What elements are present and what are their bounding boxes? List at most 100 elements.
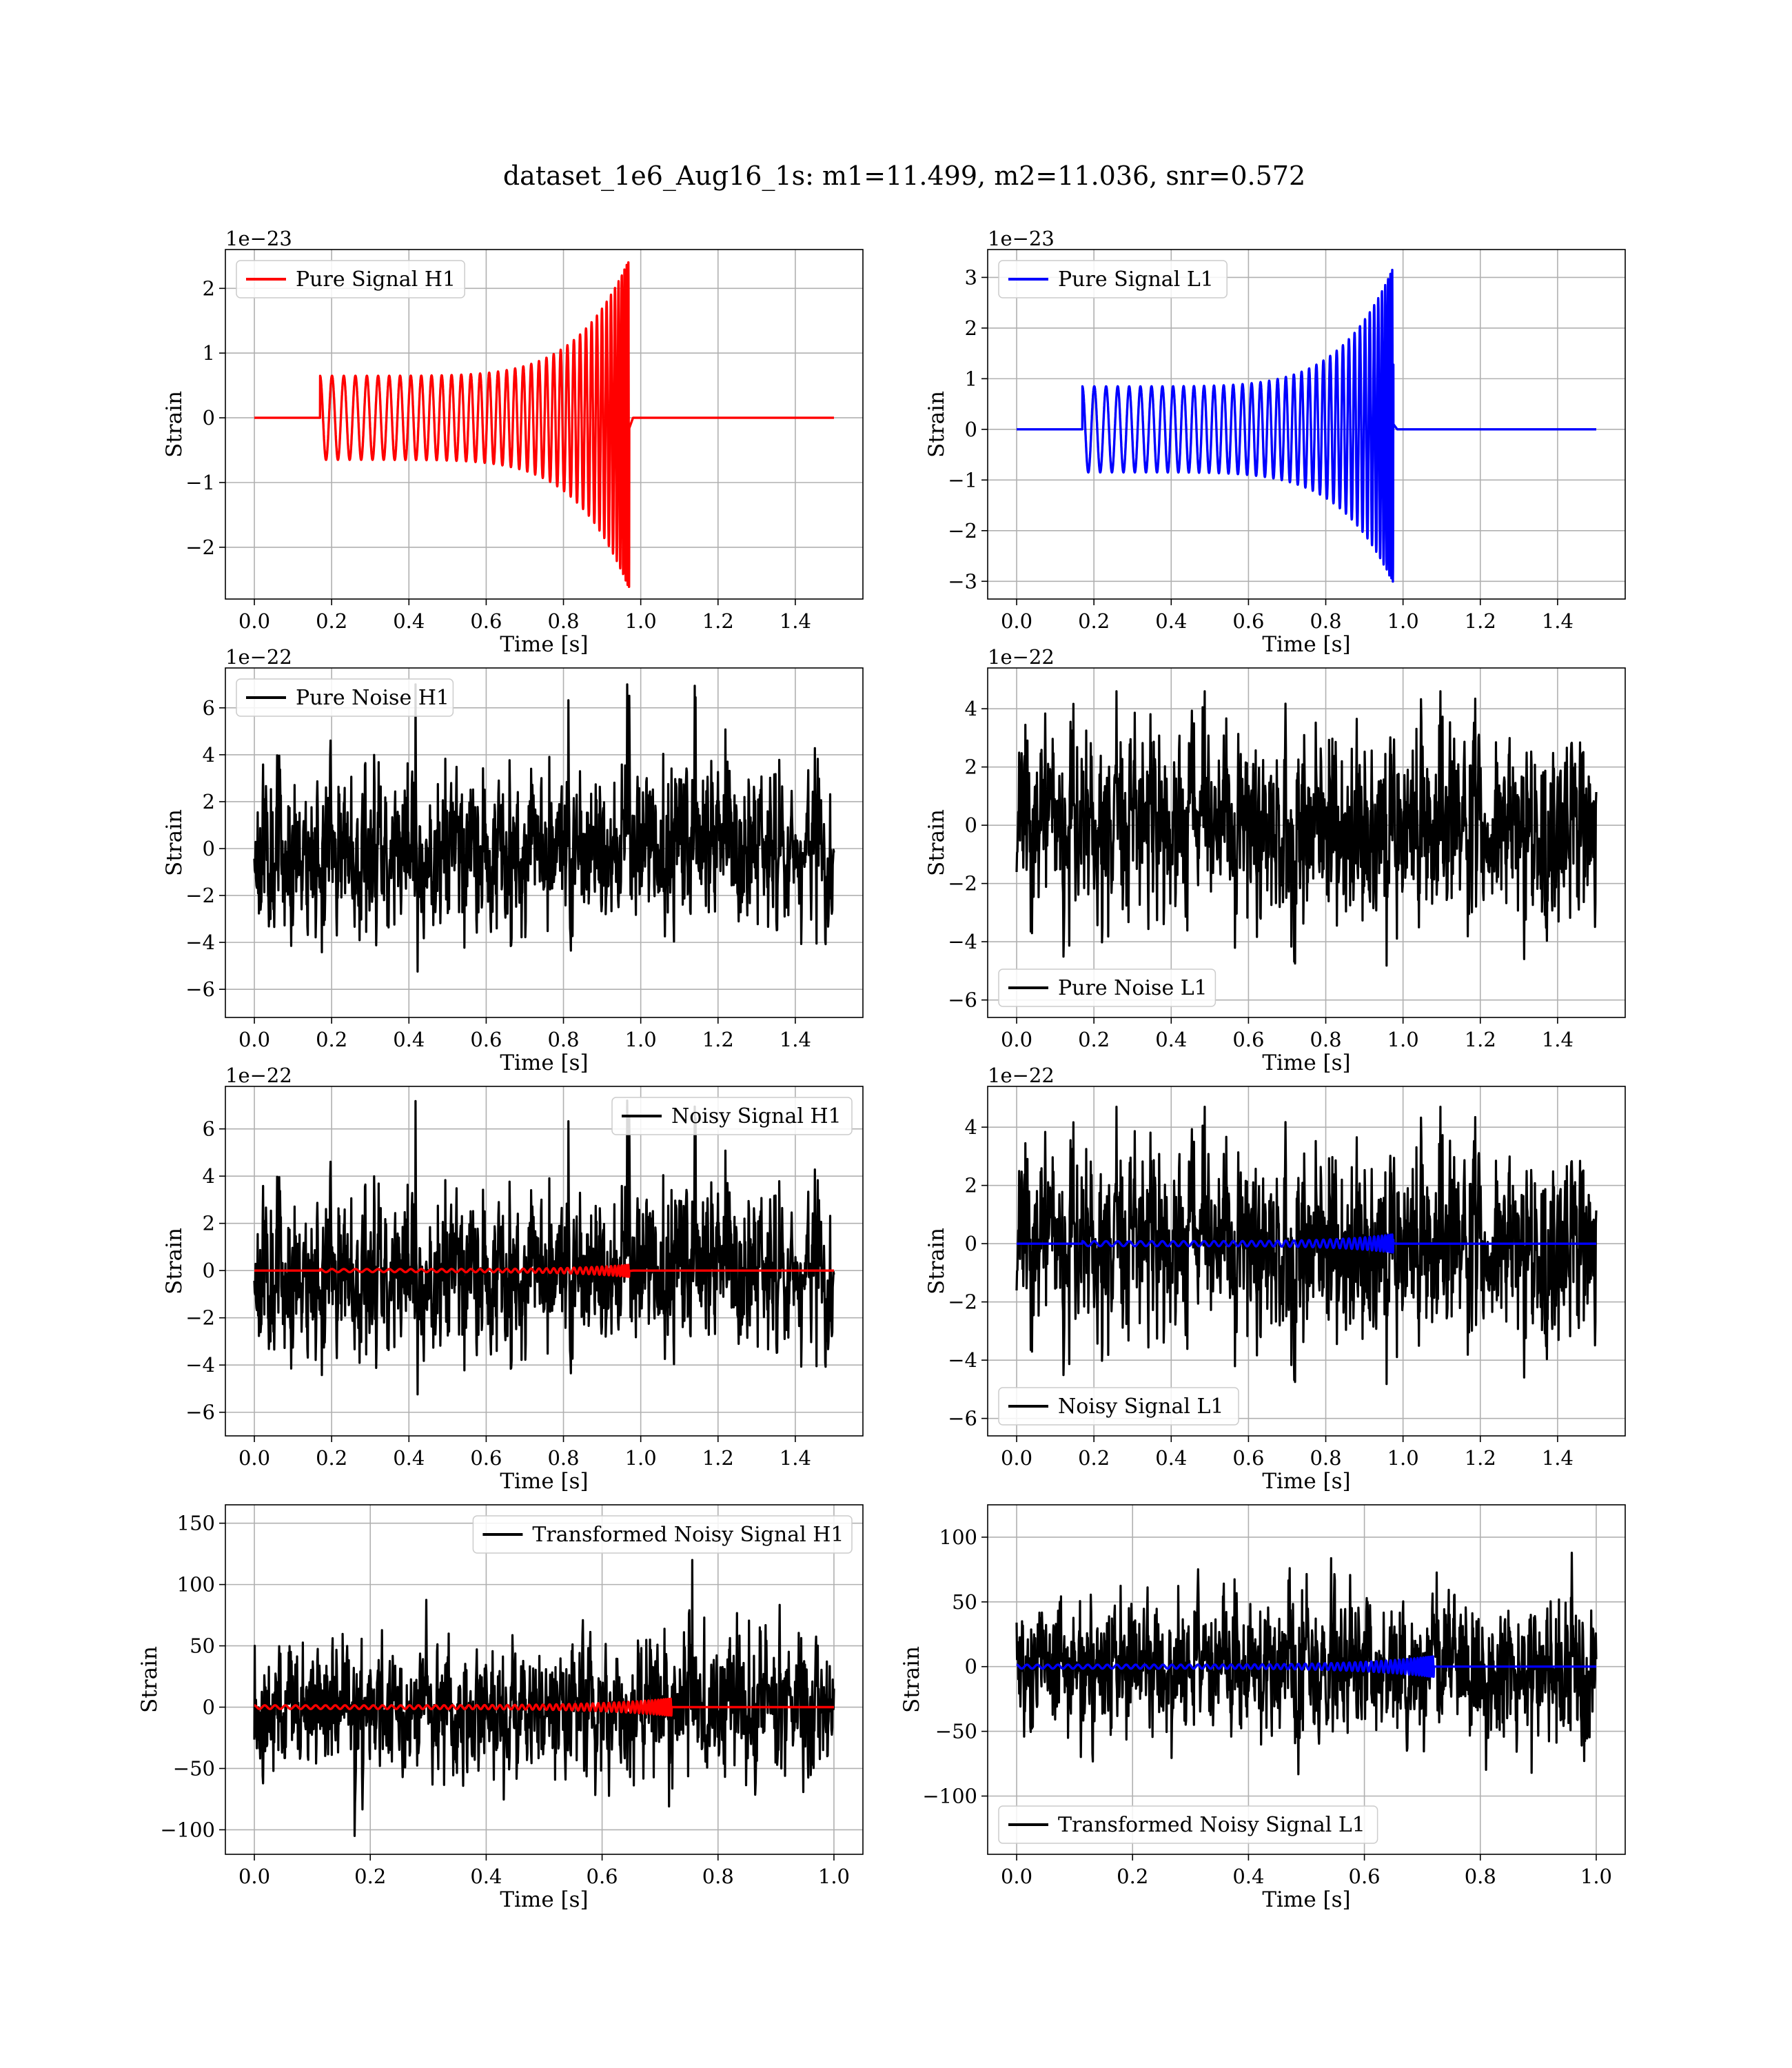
- x-axis-label: Time [s]: [1262, 1887, 1350, 1912]
- series-line-pure-signal-l1: [1015, 268, 1598, 583]
- y-tick-label: −1: [185, 471, 215, 494]
- x-tick-label: 0.6: [587, 1865, 618, 1888]
- y-tick-label: 150: [177, 1512, 215, 1535]
- axes-frame: [225, 249, 864, 600]
- y-tick-label: 100: [177, 1573, 215, 1596]
- y-tick-label: −2: [948, 1290, 977, 1314]
- x-tick-label: 1.2: [1465, 609, 1496, 633]
- series-line-pure-signal-h1: [253, 261, 835, 588]
- subplot-grid: 0.0 0.2 0.4 0.6 0.8 1.0 1.2 1.4 −2 −1 0 1 2 Time [s] S…: [137, 227, 1626, 1912]
- x-tick-label: 1.4: [780, 1028, 811, 1051]
- y-tick-label: −6: [948, 1407, 977, 1430]
- y-tick-label: 2: [965, 1174, 977, 1197]
- legend-box: [236, 260, 465, 298]
- y-tick-label: −6: [948, 989, 977, 1012]
- x-tick-label: 0.2: [316, 609, 347, 633]
- subplot-transformed-noisy-signal-l1: 0.0 0.2 0.4 0.6 0.8 1.0 −100 −50 0 50 100 Time [s] S…: [899, 1504, 1626, 1912]
- y-axis-label: Strain: [924, 1228, 949, 1295]
- x-tick-label: 0.4: [1155, 1028, 1187, 1051]
- x-tick-label: 0.8: [547, 609, 579, 633]
- y-tick-label: 3: [965, 265, 977, 289]
- y-tick-label: −100: [922, 1785, 977, 1808]
- x-axis-label: Time [s]: [500, 1469, 588, 1494]
- y-offset-text: 1e−22: [225, 1064, 292, 1087]
- x-tick-label: 0.6: [1349, 1865, 1381, 1888]
- x-axis-label: Time [s]: [1262, 1469, 1350, 1494]
- y-tick-label: −100: [160, 1818, 215, 1841]
- y-tick-label: 0: [203, 837, 215, 860]
- y-offset-text: 1e−23: [225, 227, 292, 250]
- x-tick-label: 0.4: [1232, 1865, 1264, 1888]
- x-tick-label: 0.4: [393, 609, 425, 633]
- y-tick-label: 6: [203, 696, 215, 720]
- subplot-noisy-signal-h1: 0.0 0.2 0.4 0.6 0.8 1.0 1.2 1.4 −6 −4 −2 0 2 4 6 Time […: [162, 1064, 864, 1494]
- legend-label: Transformed Noisy Signal L1: [1058, 1813, 1365, 1837]
- y-tick-label: 50: [190, 1634, 215, 1658]
- x-tick-label: 0.0: [238, 1446, 270, 1470]
- legend-box: [236, 678, 454, 717]
- legend-label: Pure Signal H1: [296, 267, 456, 292]
- series-line-pure-noise-l1: [1015, 690, 1598, 967]
- y-tick-label: 100: [939, 1525, 977, 1549]
- x-tick-label: 1.4: [1542, 609, 1574, 633]
- series-line-noisy-signal-l1: [1015, 1106, 1598, 1386]
- legend-label: Transformed Noisy Signal H1: [532, 1523, 844, 1547]
- series-line-transformed-noisy-signal-l1: [1015, 1552, 1598, 1776]
- y-tick-label: −6: [185, 1401, 215, 1424]
- y-axis-label: Strain: [162, 1228, 187, 1295]
- y-offset-text: 1e−22: [988, 1064, 1055, 1087]
- y-offset-text: 1e−22: [225, 645, 292, 669]
- subplot-pure-noise-h1: 0.0 0.2 0.4 0.6 0.8 1.0 1.2 1.4 −6 −4 −2 0 2 4 6 Time […: [162, 645, 864, 1075]
- x-tick-label: 1.0: [625, 1446, 657, 1470]
- axes-frame: [987, 667, 1626, 1018]
- y-axis-label: Strain: [137, 1646, 162, 1713]
- y-tick-label: −50: [935, 1720, 977, 1743]
- x-tick-label: 0.4: [393, 1028, 425, 1051]
- legend: Pure Signal H1: [236, 260, 465, 298]
- y-tick-label: 4: [203, 1164, 215, 1188]
- y-tick-label: 50: [952, 1590, 977, 1614]
- y-offset-text: 1e−22: [988, 645, 1055, 669]
- x-axis-label: Time [s]: [1262, 1051, 1350, 1075]
- series-line-chirp-overlay: [1015, 1655, 1598, 1679]
- y-axis-label: Strain: [924, 809, 949, 876]
- y-tick-label: 2: [203, 1212, 215, 1235]
- legend: Pure Noise H1: [236, 678, 454, 717]
- x-tick-label: 0.6: [470, 1028, 502, 1051]
- x-tick-label: 0.6: [1232, 1446, 1264, 1470]
- y-axis-label: Strain: [162, 809, 187, 876]
- y-tick-label: 4: [965, 1115, 977, 1139]
- y-axis-label: Strain: [162, 391, 187, 458]
- x-axis-label: Time [s]: [500, 632, 588, 657]
- x-tick-label: 0.6: [1232, 1028, 1264, 1051]
- legend-label: Noisy Signal L1: [1058, 1395, 1223, 1419]
- y-tick-label: 0: [965, 1232, 977, 1255]
- y-tick-label: 2: [965, 756, 977, 779]
- legend: Pure Noise L1: [998, 969, 1216, 1007]
- y-tick-label: −2: [185, 1306, 215, 1330]
- x-axis-label: Time [s]: [500, 1887, 588, 1912]
- x-tick-label: 1.4: [1542, 1028, 1574, 1051]
- axes-frame: [225, 1504, 864, 1855]
- series-line-chirp-overlay: [253, 1697, 835, 1717]
- y-tick-label: 4: [203, 743, 215, 767]
- y-tick-label: −2: [948, 519, 977, 543]
- series-line-chirp-overlay: [1015, 1233, 1598, 1254]
- legend: Pure Signal L1: [998, 260, 1228, 298]
- y-tick-label: 0: [203, 1259, 215, 1282]
- x-tick-label: 0.2: [1078, 1446, 1110, 1470]
- y-tick-label: 0: [203, 406, 215, 429]
- legend-box: [998, 260, 1228, 298]
- x-tick-label: 1.0: [818, 1865, 850, 1888]
- legend-label: Pure Noise H1: [296, 686, 449, 710]
- subplot-pure-signal-l1: 0.0 0.2 0.4 0.6 0.8 1.0 1.2 1.4 −3 −2 −1 0 1 2 3 Time […: [924, 227, 1626, 657]
- x-tick-label: 1.2: [702, 1446, 734, 1470]
- x-tick-label: 1.2: [1465, 1446, 1496, 1470]
- x-tick-label: 1.2: [702, 609, 734, 633]
- y-tick-label: 2: [203, 790, 215, 813]
- legend-label: Pure Signal L1: [1058, 267, 1214, 292]
- y-tick-label: 4: [965, 697, 977, 720]
- x-tick-label: 0.0: [238, 1865, 270, 1888]
- y-tick-label: −2: [948, 872, 977, 895]
- x-tick-label: 0.2: [1117, 1865, 1148, 1888]
